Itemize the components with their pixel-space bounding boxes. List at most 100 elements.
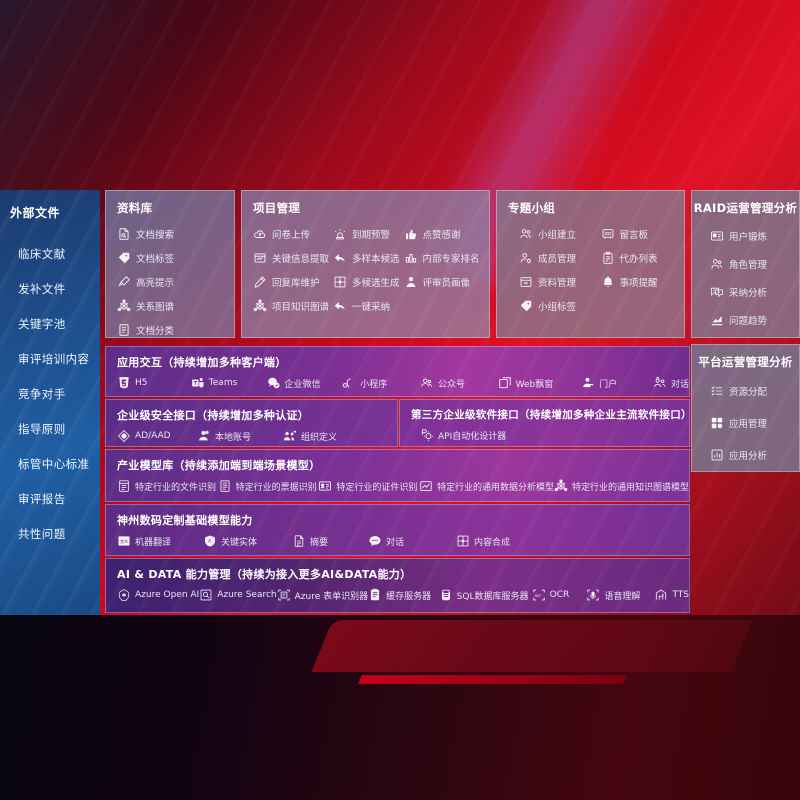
openai-icon [117,588,131,602]
dcits-item-summary[interactable]: 摘要 [292,534,368,548]
id-recognition-icon [318,479,332,493]
dcits-item-label: 关键实体 [221,537,258,548]
interaction-item-dialog[interactable]: 对话 [653,376,689,390]
ai-item-cache-server[interactable]: 缓存服务器 [368,588,439,602]
knowledge-graph-icon [554,479,568,493]
svg-text:A: A [125,539,129,545]
interaction-item-label: 企业微信 [284,379,321,390]
raid-item-role-management[interactable]: 角色管理 [710,255,789,272]
security-item-organization[interactable]: 组织定义 [283,429,337,443]
project-item-multi-sample-candidate[interactable]: 多样本候选 [333,249,400,266]
library-item-document-category[interactable]: 文档分类 [117,321,224,337]
ai-item-speech-understanding[interactable]: 语音理解 [586,588,654,602]
interaction-item-wecom[interactable]: 企业微信 [267,376,343,390]
project-item-expert-ranking[interactable]: 内部专家排名 [404,249,480,266]
panel-library-title: 资料库 [117,201,153,215]
interaction-item-miniprogram[interactable]: 小程序 [342,376,420,390]
security-item-local-account[interactable]: 本地账号 [197,429,283,443]
model-item-id-recognition[interactable]: 特定行业的证件识别 [318,479,419,493]
sidebar-item-training-content[interactable]: 审评培训内容 [18,352,90,366]
panel-platform-title: 平台运营管理分析 [698,355,793,369]
ai-item-label: Azure Search [217,590,277,600]
ai-item-sql-database-server[interactable]: SQL数据库服务器 [439,588,532,602]
interaction-item-portal[interactable]: 门户 [581,376,653,390]
security-item-ad-aad[interactable]: AD/AAD [117,429,197,443]
dcits-item-content-synthesis[interactable]: 内容合成 [456,534,510,548]
organization-icon [283,429,297,443]
interaction-item-teams[interactable]: Teams [191,376,267,390]
sidebar-item-review-report[interactable]: 审评报告 [18,492,66,506]
sql-database-icon [439,588,453,602]
sidebar-item-common-issues[interactable]: 共性问题 [18,527,66,541]
model-item-invoice-recognition[interactable]: 特定行业的票据识别 [218,479,319,493]
project-item-project-knowledge-graph[interactable]: 项目知识图谱 [253,297,329,314]
third-party-item-api-designer[interactable]: API自动化设计器 [420,428,506,442]
library-item-document-tag[interactable]: 文档标签 [117,249,224,266]
dialog-people-icon [653,376,667,390]
project-item-questionnaire-upload[interactable]: 问卷上传 [253,225,329,242]
ai-item-form-recognizer[interactable]: Azure 表单识别器 [277,588,368,602]
sidebar-item-guiding-principles[interactable]: 指导原则 [18,422,66,436]
panel-raid-title: RAID运营管理分析 [693,201,798,215]
group-item-create-group[interactable]: 小组建立 [519,225,593,242]
model-item-knowledge-graph[interactable]: 特定行业的通用知识图谱模型 [554,479,689,493]
ai-item-tts[interactable]: TTS [654,588,689,602]
group-item-member-management[interactable]: 成员管理 [519,249,593,266]
library-item-highlight-tip[interactable]: 高亮提示 [117,273,224,290]
project-item-key-info-extract[interactable]: 关键信息提取 [253,249,329,266]
project-item-label: 到期预警 [352,229,391,241]
sidebar-item-supplement-docs[interactable]: 发补文件 [18,282,66,296]
group-item-event-reminder[interactable]: 事项提醒 [601,273,675,290]
raid-item-issue-trend[interactable]: 问题趋势 [710,311,789,328]
bottom-decor-shape-b [358,675,627,684]
platform-item-resource-allocation[interactable]: 资源分配 [710,382,789,399]
ai-item-ocr[interactable]: ocr OCR [532,588,587,602]
sidebar-item-standards-center[interactable]: 标管中心标准 [18,457,90,471]
model-item-label: 特定行业的通用数据分析模型 [436,482,554,493]
group-item-material-management[interactable]: 资料管理 [519,273,593,290]
sidebar-item-keyword-pool[interactable]: 关键字池 [18,317,66,331]
interaction-item-h5[interactable]: H5 [117,376,191,390]
library-item-relation-graph[interactable]: 关系图谱 [117,297,224,314]
project-item-reply-library-maintain[interactable]: 回复库维护 [253,273,329,290]
model-item-label: 特定行业的证件识别 [336,482,418,493]
group-item-group-tag[interactable]: 小组标签 [519,297,593,314]
project-item-label: 评审员画像 [422,277,471,289]
model-item-data-analysis[interactable]: 特定行业的通用数据分析模型 [419,479,554,493]
project-item-reviewer-profile[interactable]: 评审员画像 [404,273,480,290]
interaction-item-label: 小程序 [360,379,388,390]
raid-item-user-training[interactable]: 用户锻炼 [710,227,789,244]
data-analysis-icon [419,479,433,493]
dcits-item-key-entity[interactable]: A 关键实体 [203,534,292,548]
raid-item-label: 采纳分析 [729,287,768,299]
sidebar-item-clinical-literature[interactable]: 临床文献 [18,247,66,261]
library-item-document-search[interactable]: 文档搜索 [117,225,224,242]
interaction-item-label: 门户 [599,379,618,390]
sidebar-item-competitors[interactable]: 竞争对手 [18,387,66,401]
dcits-item-label: 内容合成 [474,537,511,548]
project-item-thanks-like[interactable]: 点赞感谢 [404,225,480,242]
azure-ad-icon [117,429,131,443]
project-item-label: 项目知识图谱 [272,301,330,313]
svg-text:ocr: ocr [534,593,541,598]
project-item-due-alert[interactable]: 到期预警 [333,225,400,242]
platform-item-app-analysis[interactable]: 应用分析 [710,446,789,463]
model-item-file-recognition[interactable]: 特定行业的文件识别 [117,479,218,493]
project-item-multi-candidate-generate[interactable]: 多候选生成 [333,273,400,290]
cache-server-icon [368,588,382,602]
band-third-party-interface: 第三方企业级软件接口（持续增加多种企业主流软件接口） API自动化设计器 [399,399,690,447]
group-item-label: 留言板 [619,229,649,241]
interaction-item-web-popup[interactable]: Web飘窗 [498,376,582,390]
project-item-one-click-adopt[interactable]: 一键采纳 [333,297,400,314]
interaction-item-official-account[interactable]: 公众号 [420,376,498,390]
ai-item-azure-search[interactable]: Azure Search [199,588,277,602]
interaction-item-label: 对话 [670,379,689,390]
dcits-item-label: 摘要 [310,537,329,548]
platform-item-app-management[interactable]: 应用管理 [710,414,789,431]
group-item-message-board[interactable]: 留言板 [601,225,675,242]
ai-item-azure-openai[interactable]: Azure Open AI [117,588,199,602]
group-item-todo-list[interactable]: 代办列表 [601,249,675,266]
dcits-item-dialog[interactable]: 对话 [368,534,456,548]
